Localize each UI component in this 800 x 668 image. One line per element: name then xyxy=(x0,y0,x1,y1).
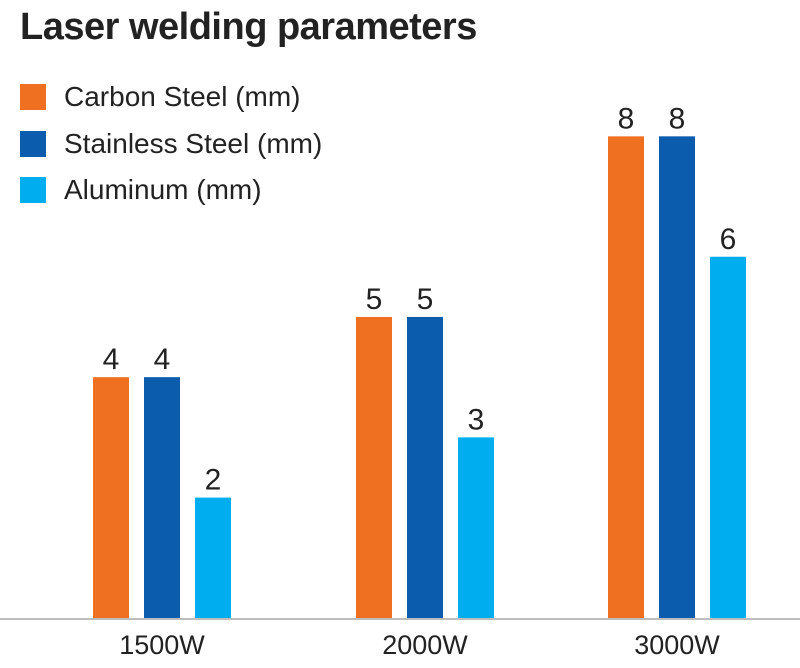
data-label-stainless-steel-2000w: 5 xyxy=(417,283,434,316)
bar-stainless-steel-3000w xyxy=(659,136,695,619)
data-label-carbon-steel-1500w: 4 xyxy=(103,343,120,376)
legend-label-carbon-steel: Carbon Steel (mm) xyxy=(64,81,301,112)
legend-label-stainless-steel: Stainless Steel (mm) xyxy=(64,128,323,159)
data-label-stainless-steel-1500w: 4 xyxy=(154,343,171,376)
bar-aluminum-3000w xyxy=(710,256,746,618)
labels-layer: 4 4 2 1500W 5 5 3 2000W 8 8 6 3000W xyxy=(103,102,737,660)
x-tick-label-2000w: 2000W xyxy=(382,630,468,660)
data-label-aluminum-3000w: 6 xyxy=(720,223,737,256)
bar-aluminum-2000w xyxy=(458,437,494,618)
data-label-stainless-steel-3000w: 8 xyxy=(669,102,686,135)
x-tick-label-1500w: 1500W xyxy=(119,630,205,660)
legend-item-carbon-steel: Carbon Steel (mm) xyxy=(20,80,301,114)
bar-carbon-steel-2000w xyxy=(356,316,392,618)
bar-carbon-steel-3000w xyxy=(608,136,644,619)
data-label-carbon-steel-2000w: 5 xyxy=(366,283,383,316)
legend-swatch-carbon-steel xyxy=(20,84,46,110)
bar-stainless-steel-1500w xyxy=(144,377,180,618)
legend-item-aluminum: Aluminum (mm) xyxy=(20,173,262,207)
data-label-aluminum-1500w: 2 xyxy=(205,464,222,497)
bar-carbon-steel-1500w xyxy=(93,377,129,618)
bar-aluminum-1500w xyxy=(195,497,231,618)
data-label-carbon-steel-3000w: 8 xyxy=(618,102,635,135)
chart-title: Laser welding parameters xyxy=(20,6,477,48)
legend-swatch-aluminum xyxy=(20,177,46,203)
x-tick-label-3000w: 3000W xyxy=(634,630,720,660)
bars-layer xyxy=(93,136,746,619)
legend-swatch-stainless-steel xyxy=(20,131,46,157)
bar-stainless-steel-2000w xyxy=(407,316,443,618)
legend-item-stainless-steel: Stainless Steel (mm) xyxy=(20,127,322,161)
data-label-aluminum-2000w: 3 xyxy=(468,403,485,436)
legend-label-aluminum: Aluminum (mm) xyxy=(64,174,262,205)
